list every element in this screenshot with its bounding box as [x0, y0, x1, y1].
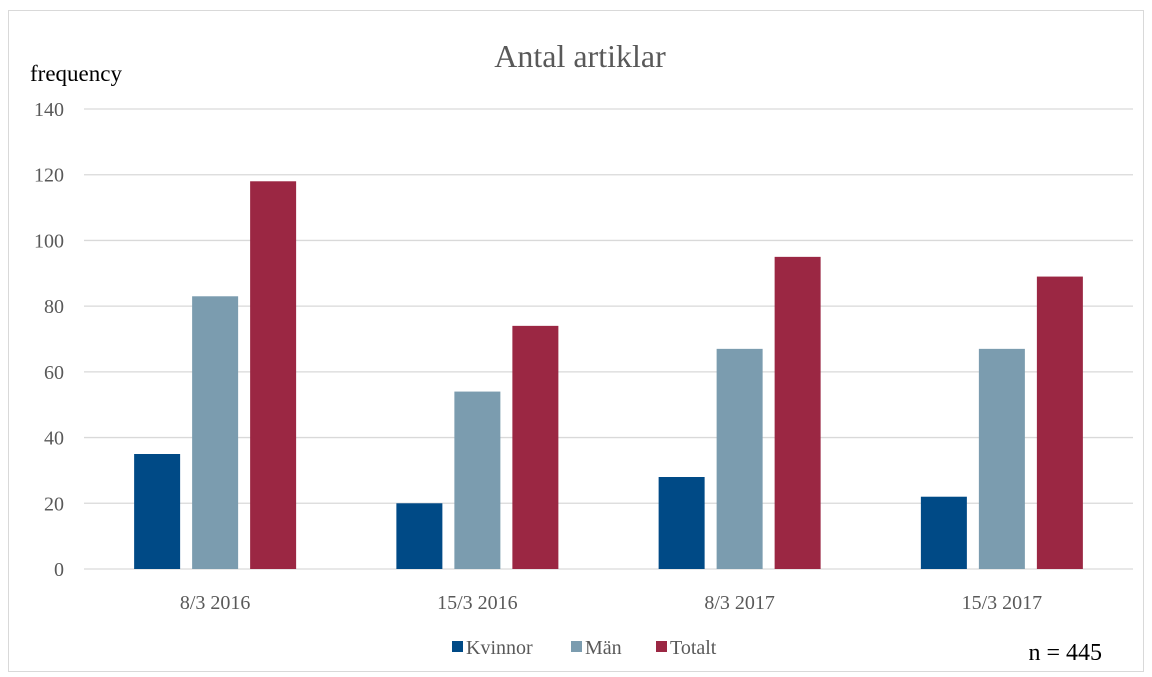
x-tick-label: 8/3 2017 — [704, 592, 775, 614]
x-tick-label: 15/3 2017 — [962, 592, 1043, 614]
bar-m-n — [454, 391, 501, 569]
bar-kvinnor — [134, 454, 181, 569]
y-tick-label: 0 — [54, 559, 64, 581]
bar-m-n — [192, 296, 239, 569]
gridlines — [84, 108, 1133, 570]
y-tick-label: 20 — [44, 493, 64, 515]
legend-label: Kvinnor — [466, 637, 533, 659]
bar-kvinnor — [658, 477, 705, 569]
bar-totalt — [774, 256, 821, 569]
chart-title: Antal artiklar — [494, 38, 666, 74]
legend-label: Män — [585, 637, 622, 659]
x-tick-labels: 8/3 2016 15/3 2016 8/3 2017 15/3 2017 — [180, 592, 1042, 614]
y-tick-label: 120 — [34, 165, 64, 187]
legend-swatch — [571, 641, 582, 652]
bar-totalt — [1036, 276, 1083, 569]
y-tick-label: 140 — [34, 99, 64, 121]
bar-m-n — [978, 348, 1025, 569]
y-tick-label: 80 — [44, 296, 64, 318]
legend-label: Totalt — [670, 637, 717, 659]
y-axis-label: frequency — [30, 61, 122, 86]
bar-totalt — [250, 181, 297, 570]
legend-swatch — [452, 641, 463, 652]
bar-m-n — [716, 348, 763, 569]
sample-size-note: n = 445 — [1028, 640, 1102, 666]
bar-totalt — [512, 325, 559, 569]
y-tick-labels: 0 20 40 60 80 100 120 140 — [34, 99, 64, 581]
y-tick-label: 100 — [34, 230, 64, 252]
x-tick-label: 8/3 2016 — [180, 592, 251, 614]
bars — [134, 181, 1083, 570]
legend-swatch — [656, 641, 667, 652]
bar-kvinnor — [396, 503, 443, 569]
bar-kvinnor — [920, 496, 967, 569]
x-tick-label: 15/3 2016 — [437, 592, 518, 614]
y-tick-label: 40 — [44, 428, 64, 450]
legend: Kvinnor Män Totalt — [452, 637, 717, 659]
y-tick-label: 60 — [44, 362, 64, 384]
